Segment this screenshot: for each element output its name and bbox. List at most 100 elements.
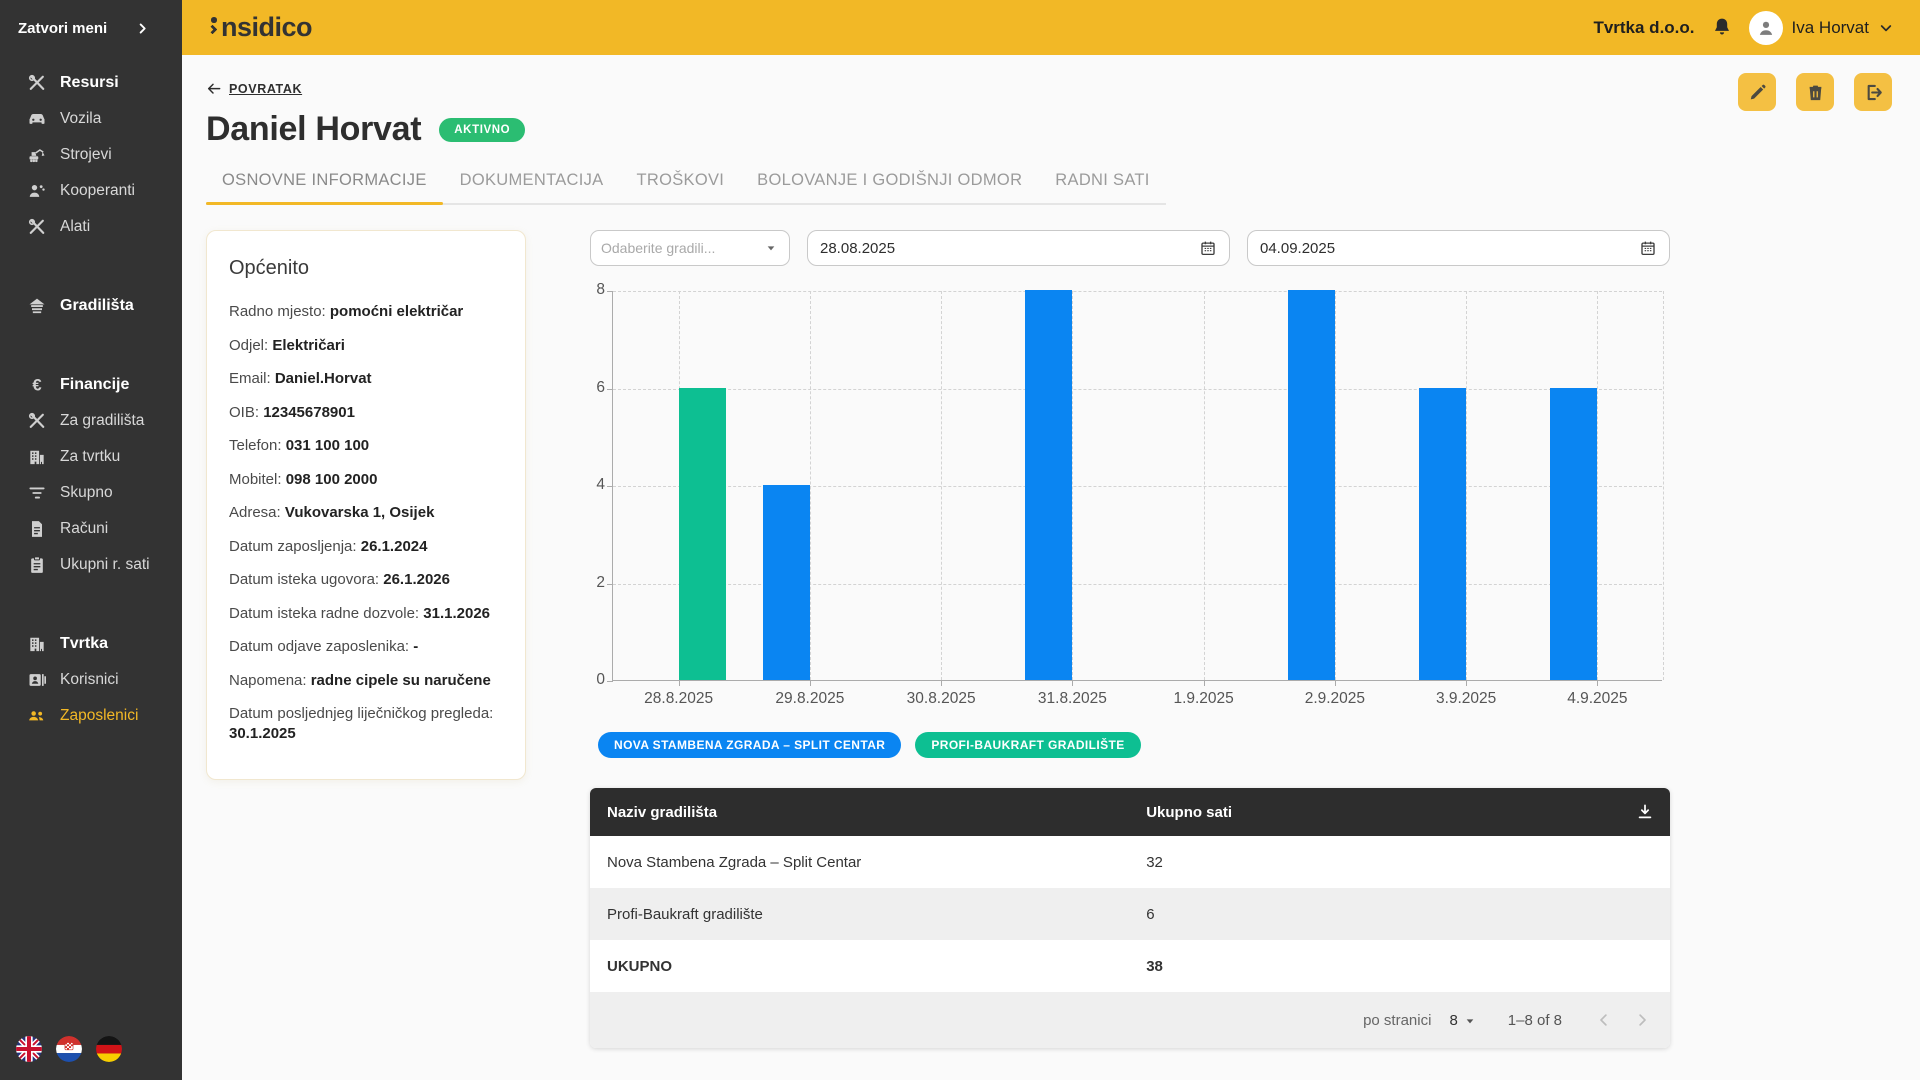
edit-button[interactable] <box>1738 73 1776 111</box>
back-link[interactable]: POVRATAK <box>206 81 302 97</box>
sidebar-item-label: Zaposlenici <box>60 707 138 725</box>
table-body: Nova Stambena Zgrada – Split Centar32Pro… <box>590 836 1670 992</box>
sidebar-item-vozila[interactable]: Vozila <box>0 101 182 137</box>
legend-chip-profi-baukraft-gradili-te[interactable]: PROFI-BAUKRAFT GRADILIŠTE <box>915 732 1140 758</box>
sidebar-item-korisnici[interactable]: Korisnici <box>0 662 182 698</box>
svg-text:€: € <box>32 375 41 394</box>
y-axis-tick <box>607 291 613 292</box>
x-axis-label: 1.9.2025 <box>1144 690 1264 708</box>
info-field-datum-isteka-ugovora: Datum isteka ugovora: 26.1.2026 <box>229 570 503 590</box>
close-menu-button[interactable]: Zatvori meni <box>0 0 182 37</box>
sidebar-item-label: Za gradilišta <box>60 412 144 430</box>
per-page-select[interactable]: 8 <box>1449 1012 1475 1029</box>
sidebar-item-zaposlenici[interactable]: Zaposlenici <box>0 698 182 734</box>
logout-record-button[interactable] <box>1854 73 1892 111</box>
hours-table: Naziv gradilišta Ukupno sati Nova Stambe… <box>590 788 1670 1048</box>
notifications-bell-icon[interactable] <box>1710 16 1734 40</box>
sidebar-item-skupno[interactable]: Skupno <box>0 475 182 511</box>
download-icon <box>1635 802 1655 822</box>
chart-vgridline <box>1072 291 1073 680</box>
table-row: UKUPNO38 <box>590 940 1670 992</box>
y-axis-label: 2 <box>581 574 605 592</box>
x-axis-label: 31.8.2025 <box>1012 690 1132 708</box>
x-axis-tick <box>810 680 811 686</box>
calendar-icon[interactable] <box>1639 239 1657 257</box>
chevron-down-icon <box>1878 20 1894 36</box>
filter-row: Odaberite gradili... 28.08.2025 04.09.20… <box>590 230 1670 266</box>
chart-legend: NOVA STAMBENA ZGRADA – SPLIT CENTAR PROFI… <box>598 732 1670 758</box>
y-axis-tick <box>607 389 613 390</box>
german-flag-icon[interactable] <box>96 1036 122 1062</box>
tabs: OSNOVNE INFORMACIJE DOKUMENTACIJA TROŠKOVI… <box>206 165 1166 205</box>
sidebar-item-label: Skupno <box>60 484 113 502</box>
tab-bolovanje-i-godi-nji-odmor[interactable]: BOLOVANJE I GODIŠNJI ODMOR <box>757 165 1022 203</box>
sidebar-item-label: Vozila <box>60 110 101 128</box>
sidebar-item-resursi[interactable]: Resursi <box>0 65 182 101</box>
chart-hgridline <box>613 291 1662 292</box>
sidebar-item-alati[interactable]: Alati <box>0 209 182 245</box>
download-button[interactable] <box>1626 793 1664 831</box>
per-page-value: 8 <box>1449 1012 1457 1029</box>
table-row: Profi-Baukraft gradilište6 <box>590 888 1670 940</box>
dropdown-caret-icon <box>763 240 779 256</box>
calendar-icon[interactable] <box>1199 239 1217 257</box>
user-menu[interactable]: Iva Horvat <box>1749 11 1894 45</box>
delete-button[interactable] <box>1796 73 1834 111</box>
y-axis-tick <box>607 681 613 682</box>
table-footer: po stranici 8 1–8 of 8 <box>590 992 1670 1048</box>
x-axis-label: 28.8.2025 <box>619 690 739 708</box>
next-page-button[interactable] <box>1630 1008 1654 1032</box>
chart-bar-28-8-2025 <box>679 388 726 681</box>
tab-radni-sati[interactable]: RADNI SATI <box>1055 165 1149 203</box>
sidebar-item-ukupni-r-sati[interactable]: Ukupni r. sati <box>0 547 182 583</box>
english-flag-icon[interactable] <box>16 1036 42 1062</box>
x-axis-label: 29.8.2025 <box>750 690 870 708</box>
chart-bar-29-8-2025 <box>763 485 810 680</box>
legend-chip-nova-stambena-zgrada-split-centar[interactable]: NOVA STAMBENA ZGRADA – SPLIT CENTAR <box>598 732 901 758</box>
chevron-left-icon <box>1595 1011 1613 1029</box>
tab-dokumentacija[interactable]: DOKUMENTACIJA <box>460 165 604 203</box>
chart-vgridline <box>810 291 811 680</box>
date-to-input[interactable]: 04.09.2025 <box>1247 230 1670 266</box>
close-menu-label: Zatvori meni <box>18 20 107 37</box>
info-field-datum-posljednjeg-lije-ni-kog-pregleda: Datum posljednjeg liječničkog pregleda: … <box>229 704 503 743</box>
y-axis-label: 8 <box>581 281 605 299</box>
date-from-input[interactable]: 28.08.2025 <box>807 230 1230 266</box>
sidebar-item-tvrtka[interactable]: Tvrtka <box>0 626 182 662</box>
site-select-placeholder: Odaberite gradili... <box>601 240 763 256</box>
y-axis-tick <box>607 584 613 585</box>
x-axis-label: 3.9.2025 <box>1406 690 1526 708</box>
sidebar-item-financije[interactable]: €Financije <box>0 367 182 403</box>
tools-icon <box>27 411 47 431</box>
y-axis-label: 6 <box>581 379 605 397</box>
sidebar-item-ra-uni[interactable]: Računi <box>0 511 182 547</box>
tab-osnovne-informacije[interactable]: OSNOVNE INFORMACIJE <box>222 165 427 203</box>
croatian-flag-icon[interactable] <box>56 1036 82 1062</box>
people-icon <box>27 706 47 726</box>
car-icon <box>27 109 47 129</box>
table-cell-site: UKUPNO <box>590 958 1146 975</box>
trash-icon <box>1805 82 1826 103</box>
record-actions <box>1738 73 1892 111</box>
arrow-left-icon <box>206 81 222 97</box>
sidebar-item-za-tvrtku[interactable]: Za tvrtku <box>0 439 182 475</box>
pencil-icon <box>1747 82 1768 103</box>
sidebar-item-za-gradili-ta[interactable]: Za gradilišta <box>0 403 182 439</box>
info-field-radno-mjesto: Radno mjesto: pomoćni električar <box>229 302 503 322</box>
site-select[interactable]: Odaberite gradili... <box>590 230 790 266</box>
x-axis-tick <box>1204 680 1205 686</box>
sidebar-item-kooperanti[interactable]: Kooperanti <box>0 173 182 209</box>
chart-vgridline <box>1663 291 1664 680</box>
dropdown-caret-icon <box>1462 1013 1476 1027</box>
sidebar-item-strojevi[interactable]: Strojevi <box>0 137 182 173</box>
sidebar-item-label: Za tvrtku <box>60 448 120 466</box>
filter-icon <box>27 483 47 503</box>
previous-page-button[interactable] <box>1592 1008 1616 1032</box>
tab-tro-kovi[interactable]: TROŠKOVI <box>637 165 725 203</box>
x-axis-tick <box>1072 680 1073 686</box>
sidebar-item-label: Resursi <box>60 74 119 92</box>
sidebar-item-label: Računi <box>60 520 108 538</box>
date-from-value: 28.08.2025 <box>820 240 1199 257</box>
x-axis-tick <box>679 680 680 686</box>
sidebar-item-gradili-ta[interactable]: Gradilišta <box>0 288 182 324</box>
